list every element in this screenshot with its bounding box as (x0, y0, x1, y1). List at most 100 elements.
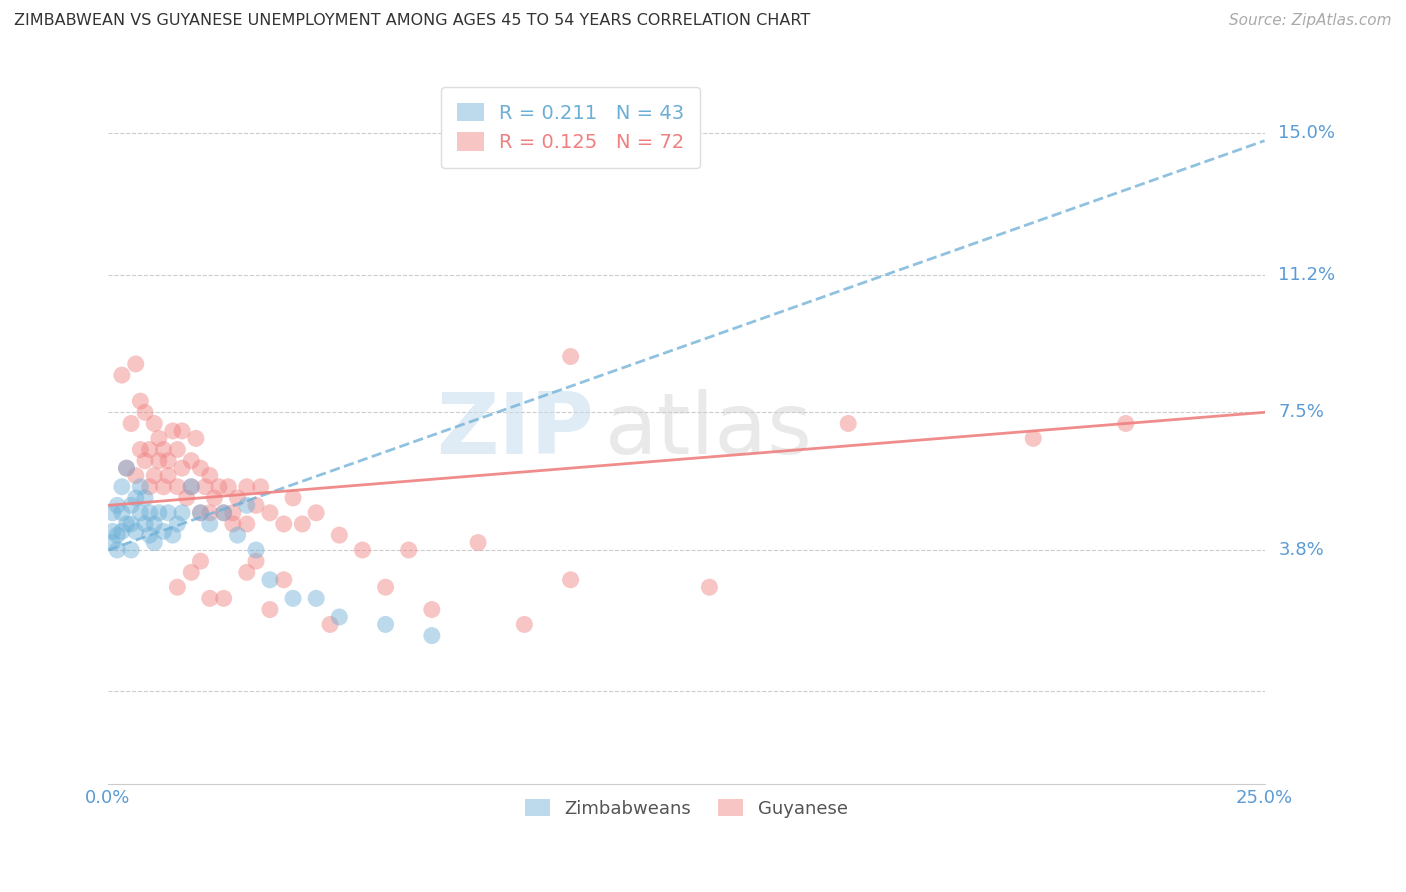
Point (120, 499, 142, 513)
Point (111, 506, 134, 520)
Point (1115, 417, 1137, 431)
Text: Source: ZipAtlas.com: Source: ZipAtlas.com (1229, 13, 1392, 29)
Point (166, 442, 188, 457)
Point (374, 617, 396, 632)
Point (212, 506, 235, 520)
Point (152, 524, 174, 539)
Point (101, 524, 124, 539)
Text: atlas: atlas (606, 390, 813, 473)
Point (166, 516, 188, 531)
Point (170, 461, 193, 475)
Point (134, 491, 156, 505)
Point (176, 491, 198, 505)
Text: 11.2%: 11.2% (1278, 266, 1336, 284)
Point (245, 554, 267, 568)
Text: 3.8%: 3.8% (1278, 541, 1324, 559)
Point (305, 591, 328, 606)
Point (143, 516, 166, 531)
Point (129, 506, 152, 520)
Point (111, 368, 134, 383)
Point (115, 516, 138, 531)
Point (138, 480, 160, 494)
Point (166, 580, 188, 594)
Point (236, 566, 259, 580)
Point (236, 499, 259, 513)
Point (143, 535, 166, 549)
Point (125, 524, 148, 539)
Point (162, 528, 184, 542)
Point (513, 617, 536, 632)
Point (245, 543, 267, 558)
Point (170, 424, 193, 438)
Point (148, 453, 170, 467)
Point (194, 480, 217, 494)
Point (120, 543, 142, 558)
Point (198, 468, 221, 483)
Text: 7.5%: 7.5% (1278, 403, 1324, 421)
Point (259, 506, 281, 520)
Point (105, 499, 128, 513)
Text: 15.0%: 15.0% (1278, 124, 1336, 142)
Point (148, 431, 170, 445)
Point (105, 543, 128, 558)
Point (170, 506, 193, 520)
Point (259, 602, 281, 616)
Point (259, 573, 281, 587)
Text: ZIP: ZIP (436, 390, 593, 473)
Point (198, 516, 221, 531)
Point (328, 528, 350, 542)
Point (190, 554, 212, 568)
Point (166, 480, 188, 494)
Point (281, 491, 304, 505)
Point (148, 506, 170, 520)
Point (115, 461, 138, 475)
Point (420, 602, 443, 616)
Point (120, 516, 142, 531)
Point (180, 453, 202, 467)
Point (226, 528, 249, 542)
Point (202, 491, 225, 505)
Point (129, 394, 152, 409)
Point (152, 442, 174, 457)
Point (398, 543, 420, 558)
Point (111, 524, 134, 539)
Point (152, 480, 174, 494)
Point (101, 535, 124, 549)
Text: ZIMBABWEAN VS GUYANESE UNEMPLOYMENT AMONG AGES 45 TO 54 YEARS CORRELATION CHART: ZIMBABWEAN VS GUYANESE UNEMPLOYMENT AMON… (14, 13, 810, 29)
Point (212, 591, 235, 606)
Point (249, 480, 271, 494)
Point (138, 442, 160, 457)
Point (157, 453, 180, 467)
Point (374, 580, 396, 594)
Point (134, 516, 156, 531)
Point (125, 491, 148, 505)
Point (111, 480, 134, 494)
Point (328, 610, 350, 624)
Point (560, 573, 582, 587)
Point (226, 491, 249, 505)
Point (273, 573, 295, 587)
Point (157, 506, 180, 520)
Point (222, 506, 245, 520)
Point (101, 506, 124, 520)
Point (560, 350, 582, 364)
Point (180, 566, 202, 580)
Point (120, 417, 142, 431)
Point (125, 468, 148, 483)
Point (180, 480, 202, 494)
Point (1022, 431, 1045, 445)
Point (236, 516, 259, 531)
Point (236, 480, 259, 494)
Point (157, 468, 180, 483)
Point (305, 506, 328, 520)
Point (134, 453, 156, 467)
Point (125, 357, 148, 371)
Point (184, 431, 207, 445)
Point (352, 543, 374, 558)
Point (115, 461, 138, 475)
Point (837, 417, 859, 431)
Point (291, 516, 314, 531)
Point (222, 516, 245, 531)
Point (138, 506, 160, 520)
Point (190, 506, 212, 520)
